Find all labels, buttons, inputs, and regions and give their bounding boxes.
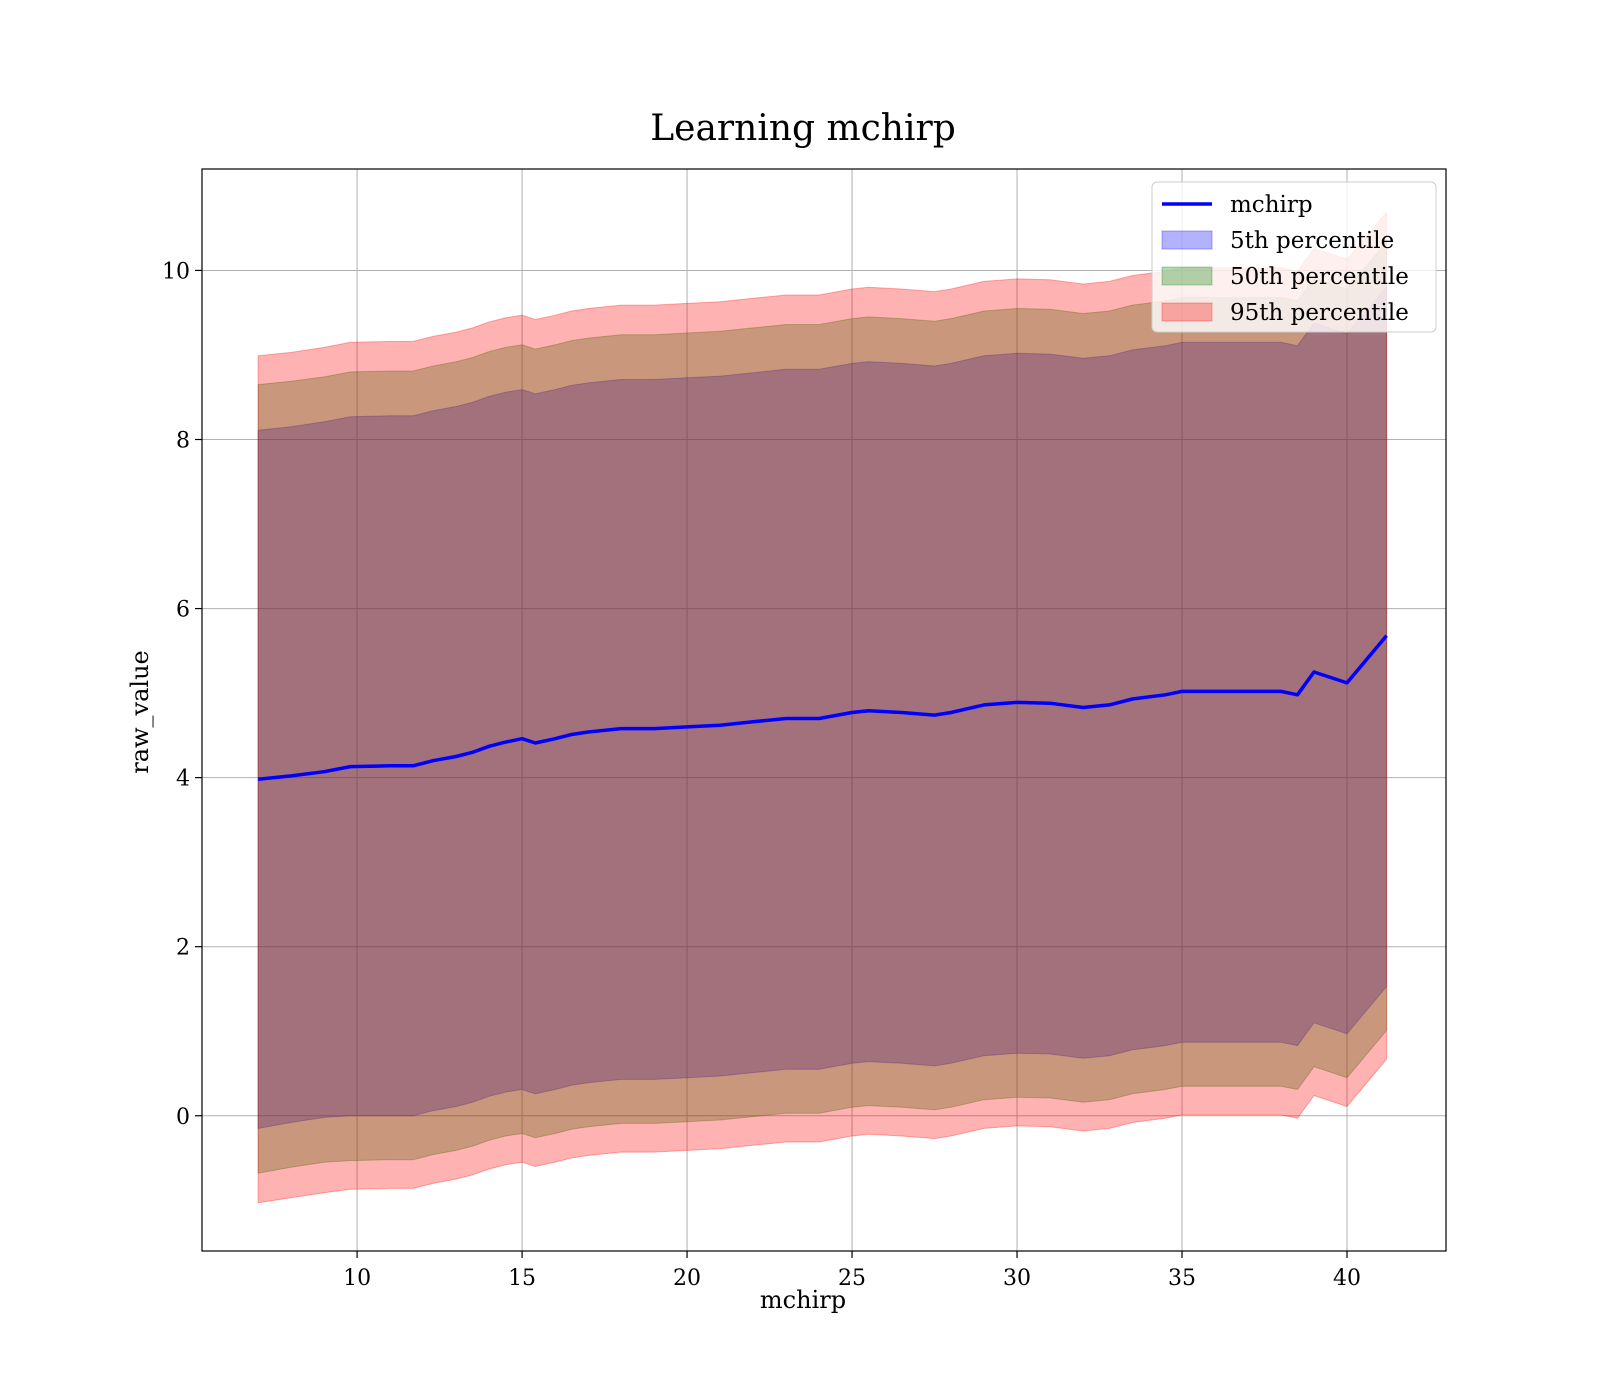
band-50th-percentile [257, 240, 1388, 1174]
legend-label-5th-percentile: 5th percentile [1230, 228, 1394, 254]
band-5th-percentile [257, 285, 1388, 1129]
legend-swatch-5th-percentile [1161, 230, 1213, 250]
y-tick-label: 10 [162, 259, 190, 284]
x-tick-label: 10 [343, 1266, 371, 1291]
grid [202, 169, 1446, 1251]
y-tick-label: 0 [176, 1105, 190, 1130]
bands [257, 210, 1388, 1204]
y-tick-label: 8 [176, 429, 190, 454]
legend-label-mchirp: mchirp [1230, 192, 1313, 218]
legend: mchirp 5th percentile 50th percentile 95th … [1151, 181, 1437, 333]
legend-label-50th-percentile: 50th percentile [1230, 264, 1409, 290]
legend-swatch-50th-percentile [1161, 266, 1213, 286]
x-tick-label: 25 [838, 1266, 866, 1291]
plot-area: 10 15 20 25 30 35 40 0 2 4 6 8 10 [162, 168, 1447, 1291]
x-tick-label: 40 [1333, 1266, 1361, 1291]
y-axis-label: raw_value [126, 650, 154, 774]
x-axis-label: mchirp [760, 1286, 846, 1314]
x-tick-label: 30 [1003, 1266, 1031, 1291]
y-tick-label: 6 [176, 598, 190, 623]
plot-frame [201, 168, 1447, 1252]
line-mchirp [257, 634, 1388, 782]
x-tick-label: 20 [673, 1266, 701, 1291]
legend-label-95th-percentile: 95th percentile [1230, 300, 1409, 326]
y-tick-label: 2 [176, 936, 190, 961]
band-95th-percentile [257, 210, 1388, 1204]
legend-swatch-95th-percentile [1161, 302, 1213, 322]
y-tick-label: 4 [176, 767, 190, 792]
x-tick-label: 15 [508, 1266, 536, 1291]
chart-title: Learning mchirp [650, 108, 956, 149]
legend-box [1151, 181, 1437, 333]
x-tick-label: 35 [1168, 1266, 1196, 1291]
